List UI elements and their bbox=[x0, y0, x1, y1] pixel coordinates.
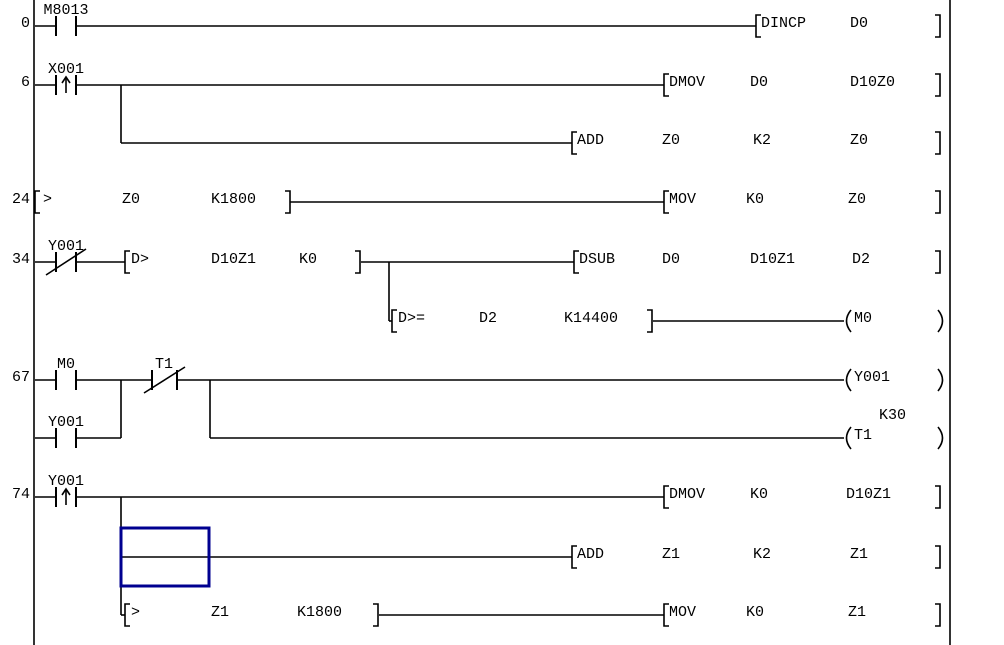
compare-gt2-arg2[interactable]: K1800 bbox=[297, 604, 343, 621]
compare-gt-op[interactable]: > bbox=[43, 191, 53, 208]
step-number: 6 bbox=[20, 74, 30, 91]
rung-74-wires bbox=[35, 496, 664, 616]
contact-y001-rising-edge[interactable] bbox=[55, 487, 77, 507]
instr-dmov2[interactable]: DMOV bbox=[669, 486, 706, 503]
instr-dmov-arg2[interactable]: D10Z0 bbox=[850, 74, 896, 91]
compare-gt2-op[interactable]: > bbox=[131, 604, 141, 621]
instr-mov2-arg2[interactable]: Z1 bbox=[848, 604, 867, 621]
compare-dge-op[interactable]: D>= bbox=[398, 310, 426, 327]
coil-m0-label[interactable]: M0 bbox=[854, 310, 873, 327]
instr-mov2-arg1[interactable]: K0 bbox=[746, 604, 765, 621]
contact-m0-no[interactable] bbox=[55, 370, 77, 390]
instruction-dsub-cell[interactable] bbox=[573, 250, 941, 274]
step-number: 74 bbox=[11, 486, 30, 503]
rung-6-wires bbox=[35, 84, 664, 144]
coil-y001-symbol[interactable] bbox=[845, 368, 944, 392]
instruction-mov-cell[interactable] bbox=[663, 190, 941, 214]
instruction-mov2-cell[interactable] bbox=[663, 603, 941, 627]
contact-label-y001-edge[interactable]: Y001 bbox=[47, 473, 84, 490]
step-number: 67 bbox=[11, 369, 30, 386]
compare-gt-z0-cell[interactable] bbox=[34, 190, 291, 214]
instr-dsub-arg3[interactable]: D2 bbox=[852, 251, 871, 268]
edit-cursor[interactable] bbox=[119, 526, 211, 588]
coil-t1-symbol[interactable] bbox=[845, 426, 944, 450]
contact-y001-no[interactable] bbox=[55, 428, 77, 448]
instr-mov[interactable]: MOV bbox=[669, 191, 697, 208]
contact-label-t1[interactable]: T1 bbox=[154, 356, 173, 373]
coil-t1-label[interactable]: T1 bbox=[854, 427, 873, 444]
compare-dge-arg2[interactable]: K14400 bbox=[564, 310, 619, 327]
instr-add2[interactable]: ADD bbox=[577, 546, 605, 563]
instr-add2-arg2[interactable]: K2 bbox=[753, 546, 772, 563]
instr-add2-arg1[interactable]: Z1 bbox=[662, 546, 681, 563]
compare-gt-z1-cell[interactable] bbox=[124, 603, 379, 627]
compare-gt-arg2[interactable]: K1800 bbox=[211, 191, 257, 208]
contact-label-y001[interactable]: Y001 bbox=[47, 238, 84, 255]
instr-add2-arg3[interactable]: Z1 bbox=[850, 546, 869, 563]
instruction-dmov2-cell[interactable] bbox=[663, 485, 941, 509]
compare-gt-arg1[interactable]: Z0 bbox=[122, 191, 141, 208]
contact-m8013-no[interactable] bbox=[55, 16, 77, 36]
instr-dsub[interactable]: DSUB bbox=[579, 251, 616, 268]
timer-preset-k30[interactable]: K30 bbox=[879, 407, 907, 424]
step-number: 24 bbox=[11, 191, 30, 208]
instr-add[interactable]: ADD bbox=[577, 132, 605, 149]
instr-dsub-arg1[interactable]: D0 bbox=[662, 251, 681, 268]
compare-gt2-arg1[interactable]: Z1 bbox=[211, 604, 230, 621]
contact-y001-nc[interactable] bbox=[45, 248, 87, 276]
instr-dincp[interactable]: DINCP bbox=[761, 15, 807, 32]
instruction-add2-cell[interactable] bbox=[571, 545, 941, 569]
contact-label-m8013[interactable]: M8013 bbox=[43, 2, 89, 19]
contact-label-m0[interactable]: M0 bbox=[56, 356, 75, 373]
instr-mov2[interactable]: MOV bbox=[669, 604, 697, 621]
compare-dgt-cell[interactable] bbox=[124, 250, 361, 274]
compare-dgt-arg1[interactable]: D10Z1 bbox=[211, 251, 257, 268]
instruction-dincp-cell[interactable] bbox=[755, 14, 941, 38]
instr-add-arg3[interactable]: Z0 bbox=[850, 132, 869, 149]
instruction-add-cell[interactable] bbox=[571, 131, 941, 155]
contact-label-x001[interactable]: X001 bbox=[47, 61, 84, 78]
instr-add-arg1[interactable]: Z0 bbox=[662, 132, 681, 149]
compare-dge-cell[interactable] bbox=[391, 309, 653, 333]
instr-dmov2-arg1[interactable]: K0 bbox=[750, 486, 769, 503]
instr-add-arg2[interactable]: K2 bbox=[753, 132, 772, 149]
instr-dmov[interactable]: DMOV bbox=[669, 74, 706, 91]
contact-label-y001-parallel[interactable]: Y001 bbox=[47, 414, 84, 431]
coil-m0-symbol[interactable] bbox=[845, 309, 944, 333]
compare-dgt-op[interactable]: D> bbox=[131, 251, 150, 268]
instr-dmov2-arg2[interactable]: D10Z1 bbox=[846, 486, 892, 503]
coil-y001-label[interactable]: Y001 bbox=[854, 369, 891, 386]
instr-mov-arg2[interactable]: Z0 bbox=[848, 191, 867, 208]
instr-dincp-arg1[interactable]: D0 bbox=[850, 15, 869, 32]
rung-34-wires bbox=[35, 261, 844, 322]
instruction-dmov-cell[interactable] bbox=[663, 73, 941, 97]
step-number: 34 bbox=[11, 251, 30, 268]
compare-dgt-arg2[interactable]: K0 bbox=[299, 251, 318, 268]
instr-dsub-arg2[interactable]: D10Z1 bbox=[750, 251, 796, 268]
contact-t1-nc[interactable] bbox=[143, 366, 186, 394]
step-number: 0 bbox=[20, 15, 30, 32]
compare-dge-arg1[interactable]: D2 bbox=[479, 310, 498, 327]
rung-67-wires bbox=[35, 379, 844, 439]
contact-x001-rising-edge[interactable] bbox=[55, 75, 77, 95]
instr-dmov-arg1[interactable]: D0 bbox=[750, 74, 769, 91]
instr-mov-arg1[interactable]: K0 bbox=[746, 191, 765, 208]
